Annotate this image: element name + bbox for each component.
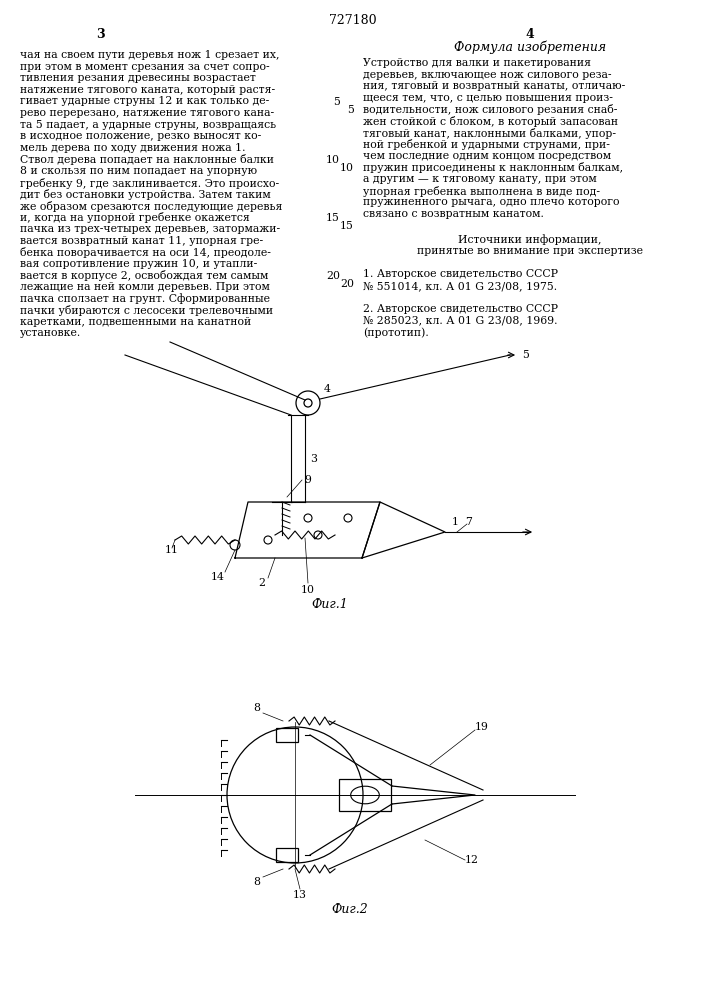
Text: связано с возвратным канатом.: связано с возвратным канатом. bbox=[363, 209, 544, 219]
Text: 5: 5 bbox=[347, 105, 354, 115]
Text: 1. Авторское свидетельство СССР: 1. Авторское свидетельство СССР bbox=[363, 269, 558, 279]
Text: чем последние одним концом посредством: чем последние одним концом посредством bbox=[363, 151, 611, 161]
Text: пачки убираются с лесосеки трелевочными: пачки убираются с лесосеки трелевочными bbox=[20, 305, 273, 316]
Bar bbox=[276, 848, 298, 862]
Text: 19: 19 bbox=[475, 722, 489, 732]
Text: и, когда на упорной гребенке окажется: и, когда на упорной гребенке окажется bbox=[20, 212, 250, 223]
Text: дит без остановки устройства. Затем таким: дит без остановки устройства. Затем таки… bbox=[20, 189, 271, 200]
Text: гребенку 9, где заклинивается. Это происхо-: гребенку 9, где заклинивается. Это проис… bbox=[20, 178, 279, 189]
Text: Фиг.1: Фиг.1 bbox=[312, 598, 349, 611]
Text: 20: 20 bbox=[340, 279, 354, 289]
Text: тяговый канат, наклонными балками, упор-: тяговый канат, наклонными балками, упор- bbox=[363, 128, 616, 139]
Text: 8: 8 bbox=[254, 703, 260, 713]
Text: пачка сползает на грунт. Сформированные: пачка сползает на грунт. Сформированные bbox=[20, 294, 270, 304]
Text: установке.: установке. bbox=[20, 328, 81, 338]
Bar bbox=[339, 779, 391, 811]
Text: чая на своем пути деревья нож 1 срезает их,: чая на своем пути деревья нож 1 срезает … bbox=[20, 50, 279, 60]
Text: 2. Авторское свидетельство СССР: 2. Авторское свидетельство СССР bbox=[363, 304, 558, 314]
Text: ния, тяговый и возвратный канаты, отличаю-: ния, тяговый и возвратный канаты, отлича… bbox=[363, 81, 625, 91]
Text: № 551014, кл. А 01 G 23/08, 1975.: № 551014, кл. А 01 G 23/08, 1975. bbox=[363, 281, 557, 291]
Text: Фиг.2: Фиг.2 bbox=[332, 903, 368, 916]
Text: тивления резания древесины возрастает: тивления резания древесины возрастает bbox=[20, 73, 256, 83]
Text: 2: 2 bbox=[259, 578, 266, 588]
Text: бенка поворачивается на оси 14, преодоле-: бенка поворачивается на оси 14, преодоле… bbox=[20, 247, 271, 258]
Text: 13: 13 bbox=[293, 890, 307, 900]
Text: 3: 3 bbox=[95, 28, 105, 41]
Text: каретками, подвешенными на канатной: каретками, подвешенными на канатной bbox=[20, 317, 251, 327]
Text: водительности, нож силового резания снаб-: водительности, нож силового резания снаб… bbox=[363, 104, 617, 115]
Text: вая сопротивление пружин 10, и утапли-: вая сопротивление пружин 10, и утапли- bbox=[20, 259, 257, 269]
Text: 7: 7 bbox=[465, 517, 472, 527]
Text: Формула изобретения: Формула изобретения bbox=[454, 40, 606, 53]
Text: 5: 5 bbox=[522, 350, 529, 360]
Text: щееся тем, что, с целью повышения произ-: щееся тем, что, с целью повышения произ- bbox=[363, 93, 613, 103]
Text: 3: 3 bbox=[310, 454, 317, 464]
Text: Устройство для валки и пакетирования: Устройство для валки и пакетирования bbox=[363, 58, 591, 68]
Text: 10: 10 bbox=[301, 585, 315, 595]
Text: (прототип).: (прототип). bbox=[363, 327, 428, 338]
Text: вается возвратный канат 11, упорная гре-: вается возвратный канат 11, упорная гре- bbox=[20, 236, 263, 246]
Text: 5: 5 bbox=[333, 97, 340, 107]
Text: жен стойкой с блоком, в который запасован: жен стойкой с блоком, в который запасова… bbox=[363, 116, 618, 127]
Text: рево перерезано, натяжение тягового кана-: рево перерезано, натяжение тягового кана… bbox=[20, 108, 274, 118]
Text: деревьев, включающее нож силового реза-: деревьев, включающее нож силового реза- bbox=[363, 70, 612, 80]
Text: гивает ударные струны 12 и как только де-: гивает ударные струны 12 и как только де… bbox=[20, 96, 269, 106]
Text: лежащие на ней комли деревьев. При этом: лежащие на ней комли деревьев. При этом bbox=[20, 282, 270, 292]
Text: 4: 4 bbox=[525, 28, 534, 41]
Text: 10: 10 bbox=[326, 155, 340, 165]
Text: мель дерева по ходу движения ножа 1.: мель дерева по ходу движения ножа 1. bbox=[20, 143, 245, 153]
Text: 4: 4 bbox=[324, 384, 331, 394]
Text: 20: 20 bbox=[326, 271, 340, 281]
Text: та 5 падает, а ударные струны, возвращаясь: та 5 падает, а ударные струны, возвращая… bbox=[20, 120, 276, 130]
Text: пружиненного рычага, одно плечо которого: пружиненного рычага, одно плечо которого bbox=[363, 197, 619, 207]
Text: 11: 11 bbox=[165, 545, 179, 555]
Text: вается в корпусе 2, освобождая тем самым: вается в корпусе 2, освобождая тем самым bbox=[20, 270, 269, 281]
Text: 1: 1 bbox=[452, 517, 459, 527]
Text: же образом срезаются последующие деревья: же образом срезаются последующие деревья bbox=[20, 201, 282, 212]
Text: натяжение тягового каната, который растя-: натяжение тягового каната, который растя… bbox=[20, 85, 275, 95]
Text: упорная гребенка выполнена в виде под-: упорная гребенка выполнена в виде под- bbox=[363, 186, 600, 197]
Text: Источники информации,: Источники информации, bbox=[458, 234, 602, 245]
Text: 14: 14 bbox=[211, 572, 225, 582]
Text: 727180: 727180 bbox=[329, 14, 377, 27]
Text: 8 и скользя по ним попадает на упорную: 8 и скользя по ним попадает на упорную bbox=[20, 166, 257, 176]
Text: ной гребенкой и ударными струнами, при-: ной гребенкой и ударными струнами, при- bbox=[363, 139, 610, 150]
Text: пачка из трех-четырех деревьев, затормажи-: пачка из трех-четырех деревьев, затормаж… bbox=[20, 224, 280, 234]
Text: пружин присоединены к наклонным балкам,: пружин присоединены к наклонным балкам, bbox=[363, 162, 623, 173]
Text: при этом в момент срезания за счет сопро-: при этом в момент срезания за счет сопро… bbox=[20, 62, 269, 72]
Text: Ствол дерева попадает на наклонные балки: Ствол дерева попадает на наклонные балки bbox=[20, 154, 274, 165]
Text: 9: 9 bbox=[304, 475, 311, 485]
Text: 15: 15 bbox=[326, 213, 340, 223]
Text: 10: 10 bbox=[340, 163, 354, 173]
Bar bbox=[276, 728, 298, 742]
Text: принятые во внимание при экспертизе: принятые во внимание при экспертизе bbox=[417, 246, 643, 256]
Text: а другим — к тяговому канату, при этом: а другим — к тяговому канату, при этом bbox=[363, 174, 597, 184]
Text: 8: 8 bbox=[254, 877, 260, 887]
Text: 12: 12 bbox=[465, 855, 479, 865]
Text: № 285023, кл. А 01 G 23/08, 1969.: № 285023, кл. А 01 G 23/08, 1969. bbox=[363, 316, 558, 326]
Text: 15: 15 bbox=[340, 221, 354, 231]
Text: в исходное положение, резко выносят ко-: в исходное положение, резко выносят ко- bbox=[20, 131, 262, 141]
